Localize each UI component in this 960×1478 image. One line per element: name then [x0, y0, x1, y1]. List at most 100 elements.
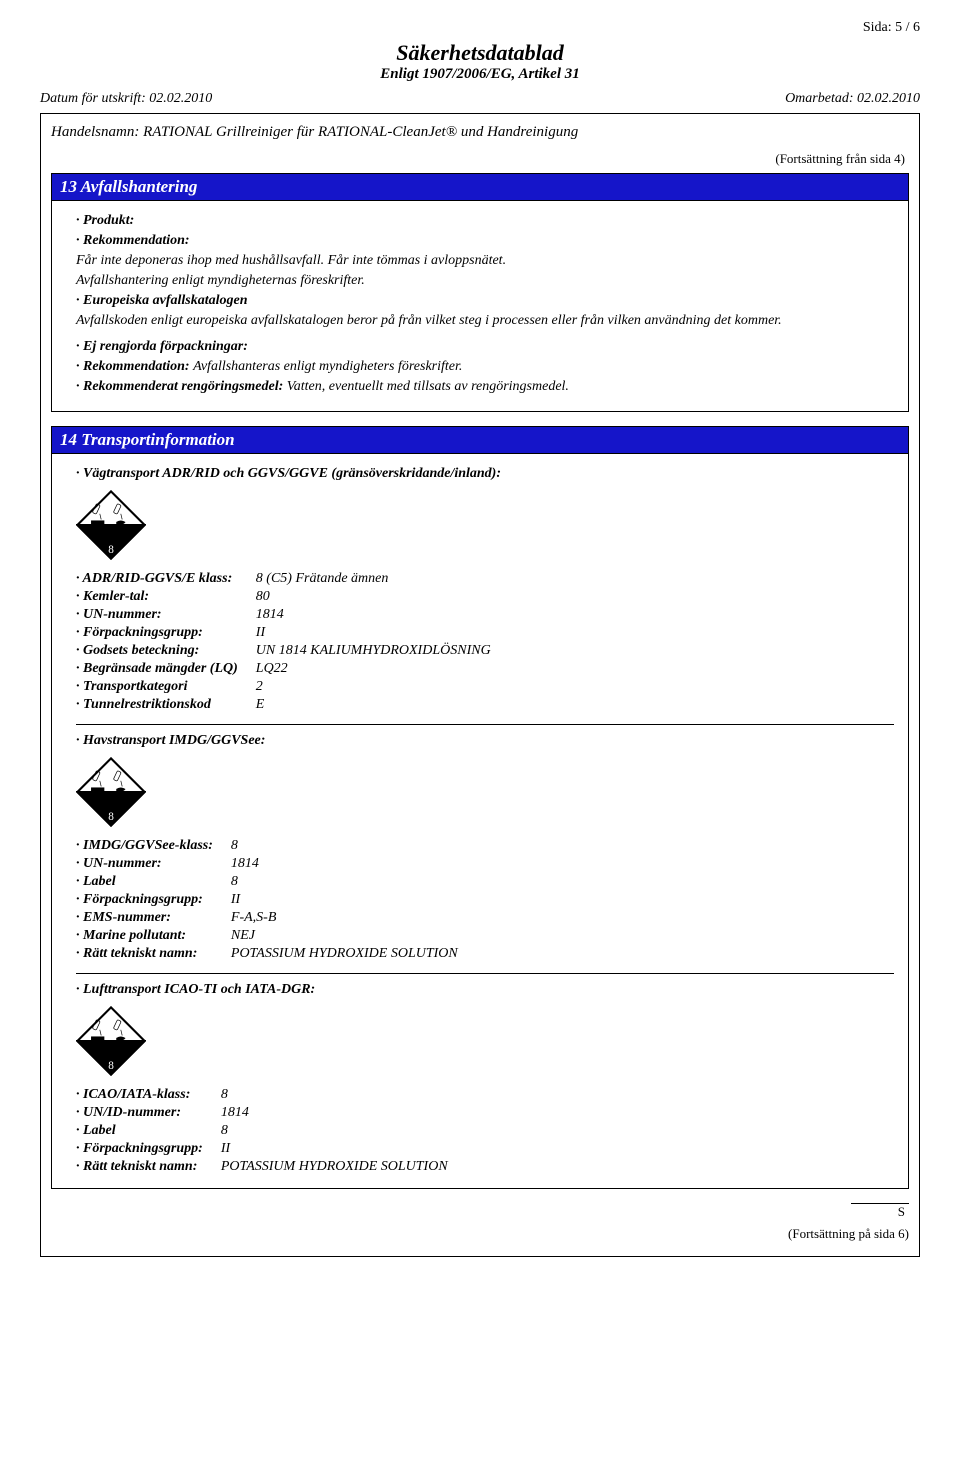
row-value: 8: [221, 1086, 448, 1104]
table-row: · Förpackningsgrupp:II: [76, 624, 491, 642]
recommendation-text-2: Avfallshantering enligt myndigheternas f…: [76, 273, 894, 289]
print-date: Datum för utskrift: 02.02.2010: [40, 91, 212, 107]
meta-row: Datum för utskrift: 02.02.2010 Omarbetad…: [40, 91, 920, 107]
row-value: F-A,S-B: [231, 909, 458, 927]
product-label: · Produkt:: [76, 213, 894, 229]
table-row: · UN-nummer:1814: [76, 855, 458, 873]
row-key: · ICAO/IATA-klass:: [76, 1086, 221, 1104]
row-key: · IMDG/GGVSee-klass:: [76, 837, 231, 855]
row-value: NEJ: [231, 927, 458, 945]
row-value: E: [256, 696, 491, 714]
sea-table: · IMDG/GGVSee-klass:8· UN-nummer:1814· L…: [76, 837, 458, 963]
road-heading: · Vägtransport ADR/RID och GGVS/GGVE (gr…: [76, 466, 894, 482]
row-value: 8: [231, 873, 458, 891]
row-key: · Label: [76, 1122, 221, 1140]
recommendation-text-1: Får inte deponeras ihop med hushållsavfa…: [76, 253, 894, 269]
road-table: · ADR/RID-GGVS/E klass:8 (C5) Frätande ä…: [76, 570, 491, 714]
ewc-label: · Europeiska avfallskatalogen: [76, 293, 894, 309]
row-value: 8: [221, 1122, 448, 1140]
corrosive-icon: 8: [76, 1006, 146, 1076]
table-row: · IMDG/GGVSee-klass:8: [76, 837, 458, 855]
page-number: Sida: 5 / 6: [40, 20, 920, 36]
table-row: · Label8: [76, 873, 458, 891]
row-key: · UN-nummer:: [76, 606, 256, 624]
document-subtitle: Enligt 1907/2006/EG, Artikel 31: [40, 66, 920, 83]
row-value: II: [231, 891, 458, 909]
table-row: · Rätt tekniskt namn:POTASSIUM HYDROXIDE…: [76, 945, 458, 963]
row-key: · Rätt tekniskt namn:: [76, 1158, 221, 1176]
section-14: 14 Transportinformation · Vägtransport A…: [51, 426, 909, 1189]
row-value: POTASSIUM HYDROXIDE SOLUTION: [231, 945, 458, 963]
divider-1: [76, 724, 894, 725]
unclean-label: · Ej rengjorda förpackningar:: [76, 339, 894, 355]
table-row: · UN/ID-nummer:1814: [76, 1104, 448, 1122]
section-13-header: 13 Avfallshantering: [52, 174, 908, 201]
cleanser: · Rekommenderat rengöringsmedel: Vatten,…: [76, 379, 894, 395]
row-value: 1814: [231, 855, 458, 873]
continued-to: (Fortsättning på sida 6): [51, 1226, 909, 1242]
table-row: · ADR/RID-GGVS/E klass:8 (C5) Frätande ä…: [76, 570, 491, 588]
row-key: · Förpackningsgrupp:: [76, 891, 231, 909]
svg-text:8: 8: [108, 544, 114, 556]
table-row: · Marine pollutant:NEJ: [76, 927, 458, 945]
continued-from: (Fortsättning från sida 4): [51, 151, 905, 167]
row-key: · Förpackningsgrupp:: [76, 1140, 221, 1158]
row-value: LQ22: [256, 660, 491, 678]
section-13: 13 Avfallshantering · Produkt: · Rekomme…: [51, 173, 909, 412]
row-key: · UN/ID-nummer:: [76, 1104, 221, 1122]
row-key: · Transportkategori: [76, 678, 256, 696]
row-key: · ADR/RID-GGVS/E klass:: [76, 570, 256, 588]
cleanser-text: Vatten, eventuellt med tillsats av rengö…: [287, 379, 569, 394]
air-heading: · Lufttransport ICAO-TI och IATA-DGR:: [76, 982, 894, 998]
sea-heading: · Havstransport IMDG/GGVSee:: [76, 733, 894, 749]
row-key: · EMS-nummer:: [76, 909, 231, 927]
document-title: Säkerhetsdatablad: [40, 40, 920, 66]
row-value: 1814: [221, 1104, 448, 1122]
table-row: · Transportkategori2: [76, 678, 491, 696]
footer-s: S: [851, 1203, 909, 1220]
row-value: 2: [256, 678, 491, 696]
row-value: UN 1814 KALIUMHYDROXIDLÖSNING: [256, 642, 491, 660]
table-row: · ICAO/IATA-klass:8: [76, 1086, 448, 1104]
row-key: · Label: [76, 873, 231, 891]
trade-name: Handelsnamn: RATIONAL Grillreiniger für …: [51, 124, 909, 141]
row-value: 8: [231, 837, 458, 855]
row-key: · UN-nummer:: [76, 855, 231, 873]
unclean-rec-label: · Rekommendation:: [76, 359, 190, 374]
table-row: · Label8: [76, 1122, 448, 1140]
recommendation-label: · Rekommendation:: [76, 233, 894, 249]
divider-2: [76, 973, 894, 974]
table-row: · UN-nummer:1814: [76, 606, 491, 624]
row-key: · Rätt tekniskt namn:: [76, 945, 231, 963]
corrosive-icon: 8: [76, 757, 146, 827]
table-row: · EMS-nummer:F-A,S-B: [76, 909, 458, 927]
revised-date: Omarbetad: 02.02.2010: [785, 91, 920, 107]
table-row: · Förpackningsgrupp:II: [76, 1140, 448, 1158]
row-value: 80: [256, 588, 491, 606]
row-key: · Godsets beteckning:: [76, 642, 256, 660]
row-value: 1814: [256, 606, 491, 624]
outer-box: Handelsnamn: RATIONAL Grillreiniger für …: [40, 113, 920, 1257]
svg-text:8: 8: [108, 1060, 114, 1072]
row-value: POTASSIUM HYDROXIDE SOLUTION: [221, 1158, 448, 1176]
unclean-rec-text: Avfallshanteras enligt myndigheters före…: [193, 359, 462, 374]
section-13-body: · Produkt: · Rekommendation: Får inte de…: [52, 201, 908, 411]
table-row: · Förpackningsgrupp:II: [76, 891, 458, 909]
table-row: · Begränsade mängder (LQ)LQ22: [76, 660, 491, 678]
unclean-rec: · Rekommendation: Avfallshanteras enligt…: [76, 359, 894, 375]
table-row: · Rätt tekniskt namn:POTASSIUM HYDROXIDE…: [76, 1158, 448, 1176]
table-row: · Godsets beteckning:UN 1814 KALIUMHYDRO…: [76, 642, 491, 660]
section-14-body: · Vägtransport ADR/RID och GGVS/GGVE (gr…: [52, 454, 908, 1188]
svg-text:8: 8: [108, 811, 114, 823]
row-key: · Marine pollutant:: [76, 927, 231, 945]
ewc-text: Avfallskoden enligt europeiska avfallska…: [76, 313, 894, 329]
row-value: 8 (C5) Frätande ämnen: [256, 570, 491, 588]
section-14-header: 14 Transportinformation: [52, 427, 908, 454]
row-key: · Kemler-tal:: [76, 588, 256, 606]
row-key: · Förpackningsgrupp:: [76, 624, 256, 642]
row-value: II: [221, 1140, 448, 1158]
row-key: · Tunnelrestriktionskod: [76, 696, 256, 714]
row-value: II: [256, 624, 491, 642]
corrosive-icon: 8: [76, 490, 146, 560]
table-row: · TunnelrestriktionskodE: [76, 696, 491, 714]
